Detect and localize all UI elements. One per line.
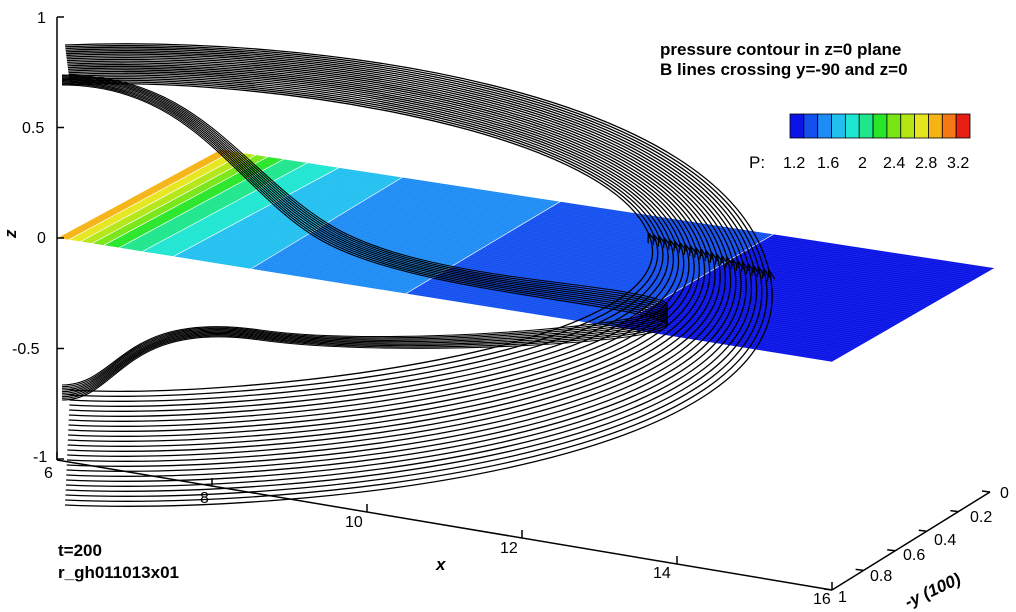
x-tick-label: 14: [653, 565, 671, 582]
field-line: [65, 44, 767, 502]
y-tick-label: 0: [1000, 485, 1009, 502]
y-tick-label: 0.6: [903, 547, 925, 564]
legend-tick-label: 2.8: [915, 155, 937, 172]
legend-swatch: [844, 113, 860, 139]
legend-swatch: [900, 113, 916, 139]
legend-tick-label: 1.2: [783, 155, 805, 172]
z-tick-label: -0.5: [12, 341, 40, 358]
field-line: [68, 74, 679, 417]
legend-swatch: [941, 113, 957, 139]
legend-tick-label: 1.6: [817, 155, 839, 172]
legend-swatch: [886, 113, 902, 139]
field-line: [61, 77, 668, 391]
y-axis-label: -y (100): [902, 569, 964, 612]
field-line: [65, 50, 752, 487]
legend-label: P:: [749, 153, 765, 172]
legend-tick-label: 2.4: [883, 155, 905, 172]
field-line: [66, 57, 731, 467]
field-line: [61, 84, 668, 401]
x-axis-line: [56, 459, 833, 591]
field-line: [61, 81, 668, 396]
field-line: [67, 64, 710, 447]
field-line: [67, 62, 715, 452]
field-line: [66, 53, 741, 477]
field-line: [67, 60, 720, 457]
z-tick-label: 1: [37, 10, 46, 27]
y-tick-label: 1: [838, 589, 847, 606]
legend-tick-label: 3.2: [947, 155, 969, 172]
field-line: [61, 76, 668, 389]
chart-title-1: pressure contour in z=0 plane: [660, 40, 901, 59]
field-line: [66, 55, 736, 472]
field-line: [65, 46, 761, 497]
field-line: [66, 51, 746, 482]
run-id-annotation: r_gh011013x01: [58, 563, 179, 582]
x-tick-label: 6: [44, 465, 53, 482]
field-line: [61, 75, 668, 388]
legend-swatch: [928, 113, 943, 139]
b-field-lines: [61, 43, 772, 507]
field-line: [64, 43, 772, 507]
z-tick-label: 0.5: [22, 120, 44, 137]
field-line: [65, 48, 757, 492]
legend-swatch: [858, 113, 874, 139]
y-axis-line: [831, 491, 991, 591]
time-annotation: t=200: [58, 541, 102, 560]
legend-swatch: [955, 113, 971, 139]
field-line: [68, 69, 694, 432]
legend-swatch: [831, 113, 846, 139]
field-line: [61, 80, 668, 394]
field-line: [67, 65, 705, 442]
field-line: [61, 83, 668, 399]
x-tick-label: 16: [813, 591, 831, 608]
x-tick-label: 10: [345, 514, 363, 531]
z-tick-label: -1: [33, 449, 47, 466]
y-tick: [855, 568, 864, 572]
y-tick-label: 0.4: [934, 532, 956, 549]
y-tick: [823, 588, 833, 591]
field-line: [61, 78, 668, 393]
legend-swatch: [789, 113, 805, 139]
field-line: [61, 82, 668, 398]
z-axis-label: z: [1, 229, 20, 239]
chart-title-2: B lines crossing y=-90 and z=0: [660, 60, 908, 79]
field-line: [66, 58, 725, 462]
z-tick-label: 0: [37, 230, 46, 247]
field-line: [68, 72, 684, 422]
field-line: [68, 70, 688, 427]
field-line: [61, 74, 668, 386]
y-tick-label: 0.8: [870, 568, 892, 585]
y-tick: [918, 529, 927, 532]
legend-swatch: [803, 113, 819, 139]
legend-swatch: [817, 113, 832, 139]
y-tick: [950, 509, 959, 513]
legend-swatch: [872, 113, 888, 139]
field-line: [69, 83, 653, 392]
legend-tick-label: 2: [858, 155, 867, 172]
field-line: [68, 67, 699, 437]
pressure-plane: [56, 148, 996, 363]
x-axis-label: x: [435, 555, 447, 574]
y-tick-label: 0.2: [970, 509, 992, 526]
y-tick: [981, 490, 991, 493]
y-tick: [887, 549, 896, 552]
legend-swatch: [914, 113, 929, 139]
legend: P: 1.2 1.6 2 2.4 2.8 3.2: [749, 113, 971, 172]
x-tick-label: 12: [500, 540, 518, 557]
x-tick-label: 8: [200, 490, 209, 507]
